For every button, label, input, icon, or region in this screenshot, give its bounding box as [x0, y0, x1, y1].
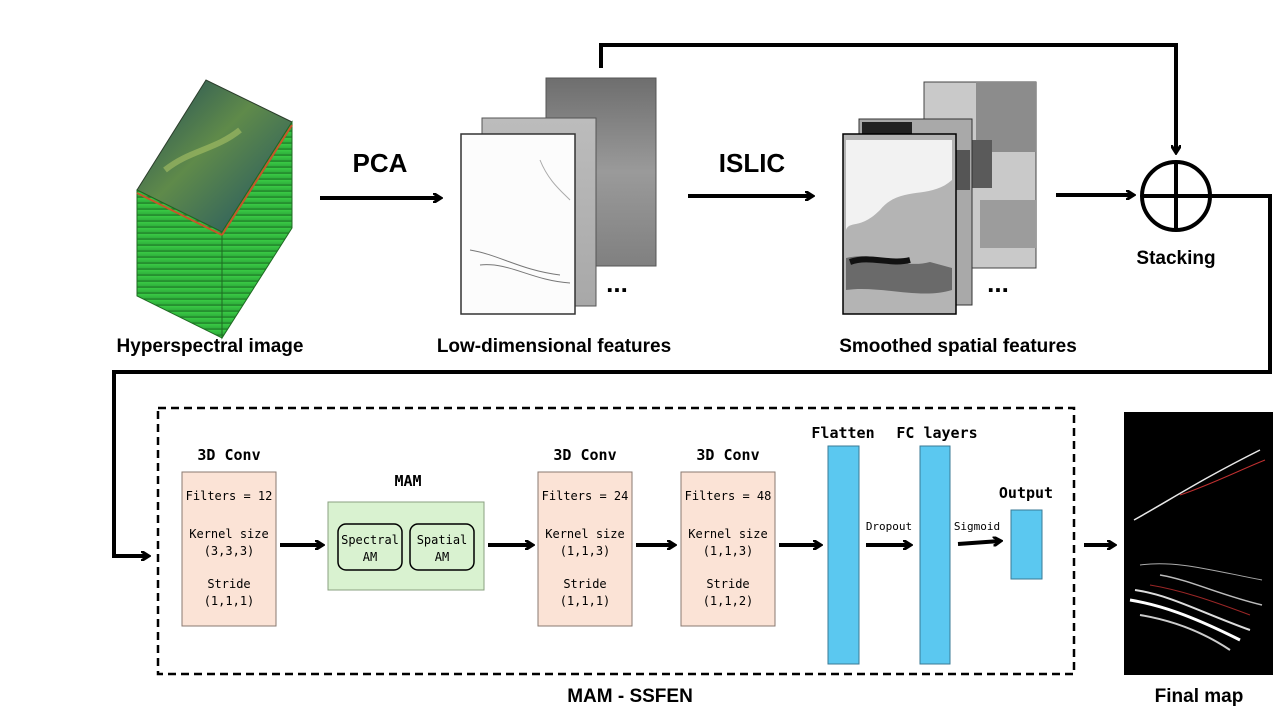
conv1-stride: (1,1,1) [204, 594, 255, 608]
conv2-title: 3D Conv [553, 446, 616, 464]
spatial-am-label-1: Spatial [417, 533, 468, 547]
low-dimensional-feature-stack [460, 77, 657, 315]
final-map-label: Final map [1155, 686, 1244, 707]
conv3-stride: (1,1,2) [703, 594, 754, 608]
spectral-am-block [337, 523, 403, 571]
fc-layer [919, 445, 951, 665]
conv1-title: 3D Conv [197, 446, 260, 464]
stacking-label: Stacking [1136, 248, 1215, 269]
conv2-kernel: (1,1,3) [560, 544, 611, 558]
conv2-stride-label: Stride [563, 577, 606, 591]
mam-title: MAM [394, 472, 421, 490]
fc-label: FC layers [896, 424, 977, 442]
sigmoid-label: Sigmoid [954, 520, 1000, 533]
spatial-am-block [409, 523, 475, 571]
output-layer [1010, 509, 1043, 580]
conv3-stride-label: Stride [706, 577, 749, 591]
spectral-am-label-1: Spectral [341, 533, 399, 547]
stacking-plus-icon [1140, 160, 1212, 232]
pca-label: PCA [353, 148, 408, 178]
row-connector-arrow [112, 194, 1272, 556]
flatten-label: Flatten [811, 424, 874, 442]
final-map-image [1124, 412, 1273, 675]
conv1-kernel: (3,3,3) [204, 544, 255, 558]
conv2-kernel-label: Kernel size [545, 527, 624, 541]
conv2-stride: (1,1,1) [560, 594, 611, 608]
conv1-stride-label: Stride [207, 577, 250, 591]
islic-label: ISLIC [719, 148, 786, 178]
conv3-filters: Filters = 48 [685, 489, 772, 503]
conv3-title: 3D Conv [696, 446, 759, 464]
hyperspectral-cube [136, 79, 293, 340]
output-label: Output [999, 484, 1053, 502]
conv1-block [181, 471, 277, 627]
conv1-filters: Filters = 12 [186, 489, 273, 503]
skip-connection-arrow [599, 43, 1176, 152]
low-dim-label: Low-dimensional features [437, 336, 671, 357]
smoothed-ellipsis: ... [987, 268, 1009, 298]
flatten-layer [827, 445, 860, 665]
dropout-label: Dropout [866, 520, 912, 533]
conv3-kernel: (1,1,3) [703, 544, 754, 558]
feature-map-front [460, 133, 576, 315]
low-dim-ellipsis: ... [606, 268, 628, 298]
conv2-block [537, 471, 633, 627]
conv3-kernel-label: Kernel size [688, 527, 767, 541]
mam-ssfen-box [156, 406, 1076, 676]
spectral-am-label-2: AM [363, 550, 377, 564]
mam-ssfen-label: MAM - SSFEN [567, 686, 693, 707]
spatial-am-label-2: AM [435, 550, 449, 564]
smoothed-feature-stack [842, 81, 1037, 315]
mam-block [327, 501, 485, 591]
sigmoid-arrow [957, 541, 1000, 544]
conv1-kernel-label: Kernel size [189, 527, 268, 541]
conv2-filters: Filters = 24 [542, 489, 629, 503]
smoothed-label: Smoothed spatial features [839, 336, 1077, 357]
conv3-block [680, 471, 776, 627]
hyperspectral-label: Hyperspectral image [117, 336, 304, 357]
